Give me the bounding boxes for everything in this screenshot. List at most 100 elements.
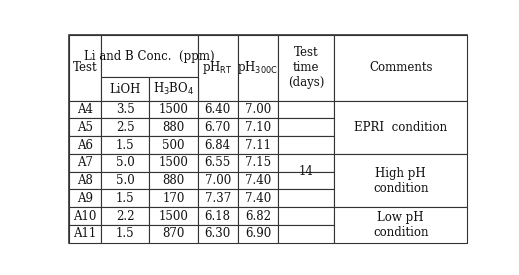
Text: 6.55: 6.55 [204,156,231,169]
Bar [101,136,149,154]
Text: A8: A8 [77,174,93,187]
Text: 880: 880 [162,121,185,134]
Text: 6.84: 6.84 [204,139,231,152]
Bar [149,119,198,136]
Bar [101,172,149,189]
Bar [238,35,278,101]
Text: H$_3$BO$_4$: H$_3$BO$_4$ [153,81,194,97]
Text: High pH
condition: High pH condition [373,167,429,195]
Bar [334,207,467,243]
Text: A11: A11 [73,227,97,240]
Bar [278,35,334,101]
Text: pH$_{\rm RT}$: pH$_{\rm RT}$ [202,59,233,76]
Text: A10: A10 [73,210,97,222]
Text: Test
time
(days): Test time (days) [288,46,324,89]
Bar [278,154,334,172]
Text: 1500: 1500 [158,103,188,116]
Text: A5: A5 [77,121,93,134]
Bar [101,78,149,101]
Bar [69,136,101,154]
Text: 7.37: 7.37 [204,192,231,205]
Bar [101,154,149,172]
Bar [198,101,238,119]
Text: Li and B Conc.  (ppm): Li and B Conc. (ppm) [84,50,215,63]
Text: 14: 14 [299,165,313,178]
Bar [278,136,334,154]
Text: pH$_{\rm 300C}$: pH$_{\rm 300C}$ [238,59,278,76]
Bar [238,225,278,243]
Text: 7.00: 7.00 [204,174,231,187]
Bar [334,35,467,101]
Bar [334,154,467,207]
Bar [149,136,198,154]
Text: Test: Test [73,61,97,75]
Text: 7.11: 7.11 [245,139,271,152]
Bar [198,35,238,101]
Bar [238,101,278,119]
Text: 7.40: 7.40 [245,192,271,205]
Text: 6.40: 6.40 [204,103,231,116]
Bar [69,207,101,225]
Text: 7.00: 7.00 [245,103,271,116]
Bar [198,172,238,189]
Text: 6.18: 6.18 [204,210,231,222]
Text: Comments: Comments [369,61,432,75]
Bar [101,101,149,119]
Text: 5.0: 5.0 [116,156,134,169]
Bar [149,225,198,243]
Text: 1.5: 1.5 [116,139,134,152]
Bar [238,189,278,207]
Bar [278,119,334,136]
Bar [238,119,278,136]
Text: 880: 880 [162,174,185,187]
Bar [101,189,149,207]
Text: 6.82: 6.82 [245,210,271,222]
Bar [238,207,278,225]
Text: A4: A4 [77,103,93,116]
Bar [198,119,238,136]
Bar [278,172,334,189]
Bar [278,207,334,225]
Bar [149,78,198,101]
Bar [101,35,198,78]
Text: 5.0: 5.0 [116,174,134,187]
Bar [198,154,238,172]
Text: 2.5: 2.5 [116,121,134,134]
Bar [69,172,101,189]
Bar [101,119,149,136]
Text: EPRI  condition: EPRI condition [354,121,447,134]
Text: 3.5: 3.5 [116,103,134,116]
Text: A9: A9 [77,192,93,205]
Bar [278,189,334,207]
Text: 6.70: 6.70 [204,121,231,134]
Bar [278,225,334,243]
Bar [69,225,101,243]
Text: 2.2: 2.2 [116,210,134,222]
Bar [69,189,101,207]
Bar [198,207,238,225]
Bar [101,225,149,243]
Bar [69,154,101,172]
Text: 870: 870 [162,227,185,240]
Bar [69,35,101,101]
Bar [334,101,467,154]
Bar [278,101,334,119]
Text: 1.5: 1.5 [116,192,134,205]
Bar [238,136,278,154]
Bar [69,119,101,136]
Bar [238,154,278,172]
Text: 170: 170 [162,192,185,205]
Text: Low pH
condition: Low pH condition [373,211,429,239]
Text: 500: 500 [162,139,185,152]
Bar [198,136,238,154]
Text: 7.10: 7.10 [245,121,271,134]
Text: A7: A7 [77,156,93,169]
Text: 6.90: 6.90 [245,227,271,240]
Text: 1500: 1500 [158,210,188,222]
Bar [149,172,198,189]
Text: A6: A6 [77,139,93,152]
Bar [149,207,198,225]
Bar [69,101,101,119]
Bar [149,189,198,207]
Bar [149,154,198,172]
